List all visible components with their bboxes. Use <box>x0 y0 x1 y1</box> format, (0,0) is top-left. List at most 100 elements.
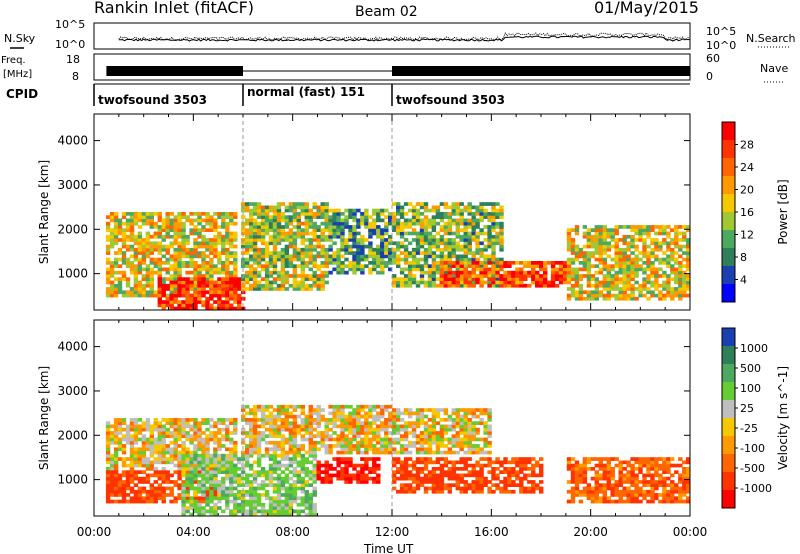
heatmap-cell <box>376 208 381 213</box>
heatmap-cell <box>479 463 484 468</box>
heatmap-cell <box>467 463 472 468</box>
heatmap-cell <box>594 264 599 268</box>
heatmap-cell <box>245 444 250 448</box>
heatmap-cell <box>133 267 139 272</box>
heatmap-cell <box>173 257 178 262</box>
heatmap-cell <box>308 251 313 255</box>
heatmap-cell <box>153 450 158 455</box>
heatmap-cell <box>125 280 131 285</box>
heatmap-cell <box>670 257 675 262</box>
heatmap-cell <box>451 283 456 288</box>
heatmap-cell <box>181 440 186 445</box>
heatmap-cell <box>368 408 373 412</box>
heatmap-cell <box>403 460 409 465</box>
heatmap-cell <box>113 270 119 275</box>
heatmap-cell <box>272 414 278 419</box>
heatmap-cell <box>586 280 592 285</box>
heatmap-cell <box>411 264 417 268</box>
heatmap-cell <box>129 444 135 448</box>
heatmap-cell <box>209 241 214 246</box>
heatmap-cell <box>153 231 158 236</box>
heatmap-cell <box>217 418 222 422</box>
heatmap-cell <box>316 418 321 422</box>
heatmap-cell <box>682 287 687 291</box>
heatmap-cell <box>157 218 162 223</box>
heatmap-cell <box>205 254 210 259</box>
heatmap-cell <box>566 274 572 278</box>
heatmap-cell <box>455 473 460 478</box>
heatmap-cell <box>352 467 357 471</box>
heatmap-cell <box>105 225 111 229</box>
heatmap-cell <box>296 202 301 206</box>
heatmap-cell <box>213 493 218 497</box>
heatmap-cell <box>642 228 647 232</box>
heatmap-cell <box>252 244 258 249</box>
heatmap-cell <box>233 274 238 278</box>
heatmap-cell <box>459 264 464 268</box>
heatmap-cell <box>396 205 401 210</box>
heatmap-cell <box>399 418 405 422</box>
heatmap-cell <box>515 463 520 468</box>
heatmap-cell <box>523 467 528 471</box>
heatmap-cell <box>419 244 425 249</box>
heatmap-cell <box>145 247 151 252</box>
heatmap-cell <box>531 457 536 461</box>
heatmap-cell <box>558 280 564 285</box>
heatmap-cell <box>344 437 349 442</box>
heatmap-cell <box>368 234 373 239</box>
heatmap-cell <box>260 212 266 216</box>
heatmap-cell <box>209 483 214 487</box>
heatmap-cell <box>634 287 639 291</box>
heatmap-cell <box>543 283 548 288</box>
heatmap-cell <box>348 427 353 432</box>
heatmap-cell <box>276 241 282 246</box>
heatmap-cell <box>229 221 234 226</box>
heatmap-cell <box>427 231 433 236</box>
nsearch-tick-top: 10^5 <box>706 25 736 38</box>
heatmap-cell <box>145 447 151 452</box>
heatmap-cell <box>209 228 214 232</box>
heatmap-cell <box>209 473 214 478</box>
heatmap-cell <box>658 225 663 229</box>
heatmap-cell <box>451 205 456 210</box>
heatmap-cell <box>113 434 119 438</box>
heatmap-cell <box>550 280 556 285</box>
heatmap-cell <box>233 277 238 281</box>
heatmap-cell <box>173 274 178 278</box>
heatmap-cell <box>233 221 238 226</box>
heatmap-cell <box>260 502 266 507</box>
heatmap-cell <box>264 244 270 249</box>
heatmap-cell <box>610 283 615 288</box>
heatmap-cell <box>399 257 405 262</box>
heatmap-cell <box>312 473 317 478</box>
heatmap-cell <box>129 418 135 422</box>
heatmap-cell <box>241 287 246 291</box>
heatmap-cell <box>439 283 445 288</box>
heatmap-cell <box>491 267 496 272</box>
heatmap-cell <box>419 411 425 416</box>
heatmap-cell <box>360 218 365 223</box>
heatmap-cell <box>602 277 607 281</box>
heatmap-cell <box>300 270 305 275</box>
heatmap-cell <box>137 418 143 422</box>
heatmap-cell <box>459 476 464 481</box>
heatmap-cell <box>213 241 218 246</box>
heatmap-cell <box>197 231 202 236</box>
heatmap-cell <box>157 489 162 494</box>
heatmap-cell <box>666 244 671 249</box>
heatmap-cell <box>296 264 301 268</box>
heatmap-cell <box>435 408 441 412</box>
heatmap-cell <box>610 238 615 242</box>
heatmap-cell <box>225 470 230 474</box>
heatmap-cell <box>296 512 301 517</box>
heatmap-cell <box>109 231 115 236</box>
nsky-panel <box>93 22 691 50</box>
heatmap-cell <box>129 238 135 242</box>
heatmap-cell <box>388 404 393 409</box>
heatmap-cell <box>686 241 691 246</box>
heatmap-cell <box>336 212 341 216</box>
heatmap-cell <box>260 277 266 281</box>
heatmap-cell <box>399 221 405 226</box>
heatmap-cell <box>280 476 286 481</box>
heatmap-cell <box>312 202 317 206</box>
